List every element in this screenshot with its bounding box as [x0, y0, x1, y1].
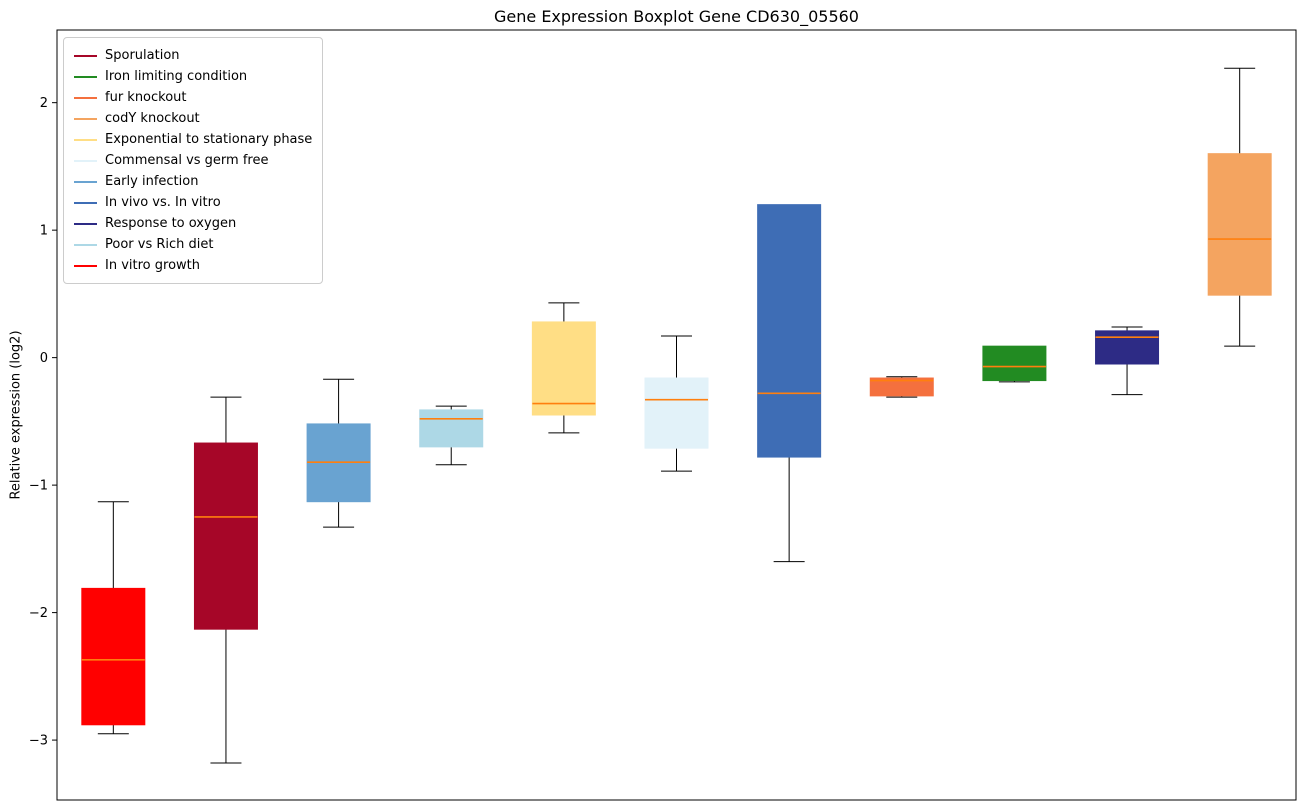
- box-rect: [531, 321, 596, 416]
- legend-item: Commensal vs germ free: [74, 150, 312, 171]
- y-tick-label: 2: [40, 96, 48, 111]
- box-rect: [757, 204, 822, 458]
- box-rect: [1095, 330, 1160, 365]
- legend-label: Poor vs Rich diet: [105, 237, 214, 252]
- y-tick-label: −3: [29, 734, 48, 749]
- legend-item: Exponential to stationary phase: [74, 129, 312, 150]
- y-tick-label: 0: [40, 351, 48, 366]
- legend-item: Response to oxygen: [74, 213, 312, 234]
- legend-swatch: [74, 243, 97, 246]
- legend-swatch: [74, 138, 97, 141]
- legend-label: fur knockout: [105, 90, 187, 105]
- legend-label: Response to oxygen: [105, 216, 237, 231]
- legend-swatch: [74, 54, 97, 57]
- box-rect: [419, 409, 484, 448]
- legend-item: Poor vs Rich diet: [74, 234, 312, 255]
- legend-label: In vitro growth: [105, 258, 200, 273]
- boxplot-group: [193, 396, 258, 764]
- boxplot-group: [757, 204, 822, 563]
- box-rect: [1207, 153, 1272, 296]
- legend-swatch: [74, 201, 97, 204]
- legend-swatch: [74, 159, 97, 162]
- legend-swatch: [74, 222, 97, 225]
- legend-item: Sporulation: [74, 45, 312, 66]
- legend-label: Sporulation: [105, 48, 180, 63]
- legend-swatch: [74, 117, 97, 120]
- y-tick-label: −2: [29, 606, 48, 621]
- boxplot-group: [306, 378, 371, 528]
- boxplot-group: [531, 302, 596, 434]
- legend-item: Iron limiting condition: [74, 66, 312, 87]
- y-tick-label: 1: [40, 224, 48, 239]
- legend-swatch: [74, 96, 97, 99]
- legend-label: codY knockout: [105, 111, 200, 126]
- box-rect: [982, 345, 1047, 382]
- legend-swatch: [74, 75, 97, 78]
- boxplot-group: [869, 376, 934, 398]
- legend-item: fur knockout: [74, 87, 312, 108]
- legend-label: Early infection: [105, 174, 199, 189]
- boxplot-group: [419, 405, 484, 466]
- legend-swatch: [74, 180, 97, 183]
- boxplot-group: [81, 501, 146, 735]
- legend-label: Commensal vs germ free: [105, 153, 269, 168]
- axes-frame: [56, 29, 1297, 801]
- boxplot-group: [644, 335, 709, 472]
- boxplot-group: [982, 345, 1047, 383]
- legend-item: codY knockout: [74, 108, 312, 129]
- box-rect: [869, 377, 934, 397]
- legend-item: In vitro growth: [74, 255, 312, 276]
- legend: Sporulation Iron limiting condition fur kn…: [63, 37, 324, 284]
- legend-label: Iron limiting condition: [105, 69, 248, 84]
- legend-swatch: [74, 264, 97, 267]
- boxplot-group: [1095, 326, 1160, 396]
- legend-item: Early infection: [74, 171, 312, 192]
- legend-item: In vivo vs. In vitro: [74, 192, 312, 213]
- box-rect: [644, 377, 709, 449]
- box-rect: [81, 587, 146, 726]
- legend-label: In vivo vs. In vitro: [105, 195, 221, 210]
- y-tick-label: −1: [29, 479, 48, 494]
- boxplot-group: [1207, 67, 1272, 347]
- chart-title: Gene Expression Boxplot Gene CD630_05560: [494, 7, 859, 26]
- legend-label: Exponential to stationary phase: [105, 132, 313, 147]
- box-rect: [193, 442, 258, 630]
